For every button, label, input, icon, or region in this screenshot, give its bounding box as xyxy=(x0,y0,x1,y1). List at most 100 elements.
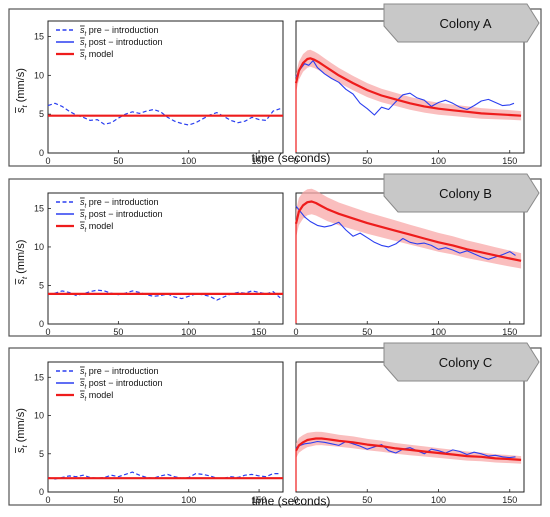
left-xtick-label: 150 xyxy=(252,327,267,337)
left-ytick-label: 0 xyxy=(39,319,44,329)
left-ytick-label: 10 xyxy=(34,411,44,421)
x-axis-label: time (seconds) xyxy=(252,151,331,165)
legend-entry-subscript: t xyxy=(85,371,87,378)
right-xtick-label: 150 xyxy=(502,327,517,337)
left-ytick-label: 15 xyxy=(34,32,44,42)
right-xtick-label: 50 xyxy=(362,327,372,337)
post-introduction-line xyxy=(295,205,516,260)
legend-entry: st pre − introduction xyxy=(80,366,159,378)
right-xtick-label: 150 xyxy=(502,156,517,166)
colony-title: Colony C xyxy=(439,355,492,370)
right-xtick-label: 0 xyxy=(293,495,298,505)
left-xtick-label: 100 xyxy=(181,495,196,505)
post-introduction-line xyxy=(295,60,515,116)
model-line xyxy=(294,57,522,117)
legend-entry: st pre − introduction xyxy=(80,25,159,37)
right-xtick-label: 150 xyxy=(502,495,517,505)
legend-entry-symbol: s xyxy=(80,221,85,231)
legend-entry-rest: post − introduction xyxy=(86,37,162,47)
legend-entry-symbol: s xyxy=(80,209,85,219)
ylabel: st (mm/s) xyxy=(15,68,29,113)
model-line xyxy=(294,200,522,262)
legend-entry-rest: pre − introduction xyxy=(86,25,158,35)
model-line xyxy=(295,437,522,461)
left-xtick-label: 100 xyxy=(181,327,196,337)
left-plot-frame xyxy=(47,361,284,493)
colony-title: Colony B xyxy=(439,186,492,201)
ylabel-subscript: t xyxy=(20,445,29,448)
ylabel-text: st (mm/s) xyxy=(15,408,29,453)
left-xtick-label: 50 xyxy=(113,156,123,166)
left-xtick-label: 150 xyxy=(252,495,267,505)
right-xtick-label: 50 xyxy=(362,156,372,166)
legend-entry-rest: model xyxy=(86,221,113,231)
ylabel-rest: (mm/s) xyxy=(15,408,27,445)
legend-entry-subscript: t xyxy=(85,202,87,209)
legend-entry-text: st post − introduction xyxy=(80,209,163,221)
left-xtick-label: 100 xyxy=(181,156,196,166)
legend-entry-text: st post − introduction xyxy=(80,378,163,390)
left-ytick-label: 15 xyxy=(34,203,44,213)
x-axis-label: time (seconds) xyxy=(252,494,331,508)
legend-entry-rest: post − introduction xyxy=(86,378,162,388)
left-xtick-label: 50 xyxy=(113,495,123,505)
ylabel-symbol: s xyxy=(15,279,27,285)
ylabel-subscript: t xyxy=(20,276,29,279)
left-xtick-label: 0 xyxy=(45,327,50,337)
ylabel-rest: (mm/s) xyxy=(15,68,27,105)
right-xtick-label: 50 xyxy=(362,495,372,505)
y-axis-label: st (mm/s) xyxy=(15,240,29,285)
y-axis-label: st (mm/s) xyxy=(15,408,29,453)
left-ytick-label: 0 xyxy=(39,487,44,497)
colony-tag xyxy=(383,342,540,382)
legend-entry: st post − introduction xyxy=(80,209,163,221)
legend-entry-symbol: s xyxy=(80,378,85,388)
left-xtick-label: 0 xyxy=(45,495,50,505)
ylabel-symbol: s xyxy=(15,447,27,453)
legend-entry-subscript: t xyxy=(85,395,87,402)
right-xtick-label: 0 xyxy=(293,156,298,166)
left-ytick-label: 5 xyxy=(39,109,44,119)
ylabel-text: st (mm/s) xyxy=(15,68,29,113)
left-ytick-label: 15 xyxy=(34,372,44,382)
legend-entry-text: st pre − introduction xyxy=(80,197,159,209)
colony-tag xyxy=(383,3,540,43)
legend-entry-subscript: t xyxy=(85,226,87,233)
legend-entry: st model xyxy=(80,49,113,61)
ylabel-symbol: s xyxy=(15,107,27,113)
ylabel: st (mm/s) xyxy=(15,240,29,285)
right-xtick-label: 100 xyxy=(431,327,446,337)
legend-entry-rest: post − introduction xyxy=(86,209,162,219)
legend-entry-symbol: s xyxy=(80,49,85,59)
left-ytick-label: 10 xyxy=(34,242,44,252)
legend-entry-symbol: s xyxy=(80,25,85,35)
ylabel-rest: (mm/s) xyxy=(15,240,27,277)
y-axis-label: st (mm/s) xyxy=(15,68,29,113)
legend-entry-subscript: t xyxy=(85,214,87,221)
left-xtick-label: 150 xyxy=(252,156,267,166)
ylabel-subscript: t xyxy=(20,105,29,108)
colony-tag xyxy=(383,173,540,213)
left-xtick-label: 0 xyxy=(45,156,50,166)
legend-entry-symbol: s xyxy=(80,37,85,47)
pre-introduction-line xyxy=(47,102,281,126)
colony-title: Colony A xyxy=(439,16,491,31)
legend-entry: st model xyxy=(80,390,113,402)
legend-entry-rest: model xyxy=(86,49,113,59)
legend-entry-text: st model xyxy=(80,49,113,61)
left-plot-frame xyxy=(47,20,284,154)
legend-entry-text: st pre − introduction xyxy=(80,366,159,378)
left-ytick-label: 10 xyxy=(34,70,44,80)
legend-entry-subscript: t xyxy=(85,42,87,49)
left-ytick-label: 0 xyxy=(39,148,44,158)
left-xtick-label: 50 xyxy=(113,327,123,337)
legend-entry: st post − introduction xyxy=(80,378,163,390)
ylabel-text: st (mm/s) xyxy=(15,240,29,285)
